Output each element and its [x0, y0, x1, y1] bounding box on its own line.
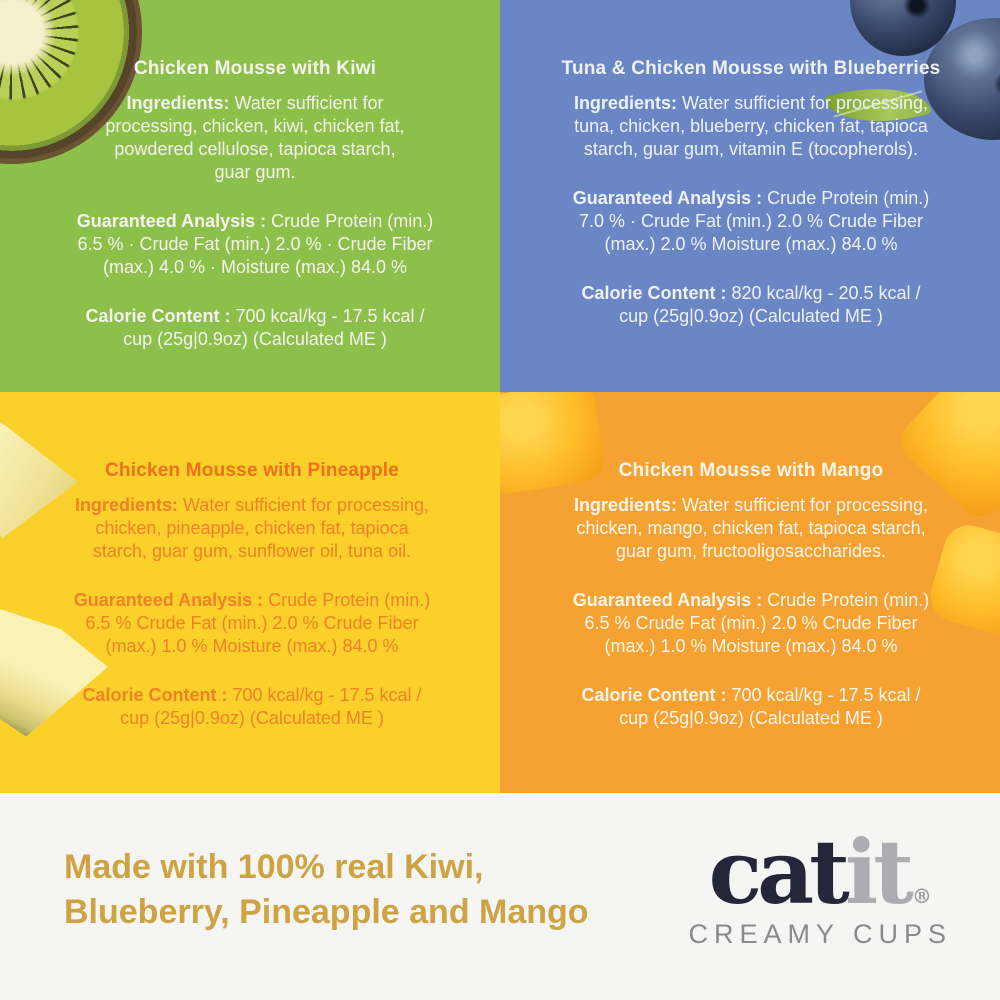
analysis-label: Guaranteed Analysis : [572, 188, 763, 208]
analysis-label: Guaranteed Analysis : [76, 211, 267, 231]
panel-chicken-mousse-mango: Chicken Mousse with Mango Ingredients: W… [500, 392, 1000, 793]
ingredients-label: Ingredients: [573, 93, 677, 113]
analysis-label: Guaranteed Analysis : [73, 590, 264, 610]
ingredients-label: Ingredients: [74, 495, 178, 515]
calorie-text: 700 kcal/kg - 17.5 kcal / cup (25g|0.9oz… [120, 685, 422, 728]
ingredients-label: Ingredients: [126, 93, 230, 113]
analysis-paragraph: Guaranteed Analysis : Crude Protein (min… [56, 210, 454, 279]
logo-it-part: it [844, 820, 914, 924]
flavor-grid: Chicken Mousse with Kiwi Ingredients: Wa… [0, 0, 1000, 793]
logo-cat-part: cat [708, 820, 850, 924]
ingredients-label: Ingredients: [573, 495, 677, 515]
calorie-label: Calorie Content : [85, 306, 231, 326]
calorie-paragraph: Calorie Content : 820 kcal/kg - 20.5 kca… [522, 282, 980, 328]
calorie-paragraph: Calorie Content : 700 kcal/kg - 17.5 kca… [26, 684, 478, 730]
footer: Made with 100% real Kiwi, Blueberry, Pin… [0, 793, 1000, 1000]
flavor-title: Tuna & Chicken Mousse with Blueberries [561, 58, 941, 79]
flavor-title: Chicken Mousse with Mango [618, 460, 884, 481]
calorie-text: 700 kcal/kg - 17.5 kcal / cup (25g|0.9oz… [123, 306, 425, 349]
panel-chicken-mousse-kiwi: Chicken Mousse with Kiwi Ingredients: Wa… [0, 0, 500, 392]
flavor-title: Chicken Mousse with Pineapple [104, 460, 400, 481]
calorie-text: 820 kcal/kg - 20.5 kcal / cup (25g|0.9oz… [619, 283, 921, 326]
calorie-label: Calorie Content : [82, 685, 228, 705]
analysis-text: Crude Protein (min.) 6.5 % Crude Fat (mi… [584, 590, 930, 656]
analysis-label: Guaranteed Analysis : [572, 590, 763, 610]
panel-text-block: Chicken Mousse with Mango Ingredients: W… [522, 460, 980, 730]
ingredients-paragraph: Ingredients: Water sufficient for proces… [522, 494, 980, 563]
analysis-text: Crude Protein (min.) 6.5 % · Crude Fat (… [77, 211, 434, 277]
panel-text-block: Chicken Mousse with Pineapple Ingredient… [26, 460, 478, 730]
panel-chicken-mousse-pineapple: Chicken Mousse with Pineapple Ingredient… [0, 392, 500, 793]
panel-text-block: Chicken Mousse with Kiwi Ingredients: Wa… [56, 58, 454, 351]
tagline: Made with 100% real Kiwi, Blueberry, Pin… [64, 848, 589, 931]
analysis-paragraph: Guaranteed Analysis : Crude Protein (min… [522, 589, 980, 658]
ingredients-paragraph: Ingredients: Water sufficient for proces… [56, 92, 454, 184]
ingredients-text: Water sufficient for processing, chicken… [105, 93, 405, 182]
analysis-text: Crude Protein (min.) 6.5 % Crude Fat (mi… [85, 590, 431, 656]
ingredients-text: Water sufficient for processing, tuna, c… [574, 93, 929, 159]
calorie-label: Calorie Content : [581, 685, 727, 705]
analysis-paragraph: Guaranteed Analysis : Crude Protein (min… [26, 589, 478, 658]
calorie-label: Calorie Content : [581, 283, 727, 303]
analysis-paragraph: Guaranteed Analysis : Crude Protein (min… [522, 187, 980, 256]
registered-trademark-icon: ® [911, 884, 932, 908]
ingredients-paragraph: Ingredients: Water sufficient for proces… [26, 494, 478, 563]
panel-text-block: Tuna & Chicken Mousse with Blueberries I… [522, 58, 980, 328]
calorie-paragraph: Calorie Content : 700 kcal/kg - 17.5 kca… [56, 305, 454, 351]
brand-block: catit ® CREAMY CUPS [688, 828, 952, 950]
panel-tuna-chicken-blueberries: Tuna & Chicken Mousse with Blueberries I… [500, 0, 1000, 392]
calorie-paragraph: Calorie Content : 700 kcal/kg - 17.5 kca… [522, 684, 980, 730]
catit-logo: catit ® [688, 828, 952, 916]
ingredients-text: Water sufficient for processing, chicken… [92, 495, 430, 561]
flavor-title: Chicken Mousse with Kiwi [133, 58, 377, 79]
analysis-text: Crude Protein (min.) 7.0 % · Crude Fat (… [578, 188, 930, 254]
ingredients-paragraph: Ingredients: Water sufficient for proces… [522, 92, 980, 161]
brand-subtitle: CREAMY CUPS [688, 919, 952, 950]
ingredients-text: Water sufficient for processing, chicken… [576, 495, 929, 561]
calorie-text: 700 kcal/kg - 17.5 kcal / cup (25g|0.9oz… [619, 685, 921, 728]
